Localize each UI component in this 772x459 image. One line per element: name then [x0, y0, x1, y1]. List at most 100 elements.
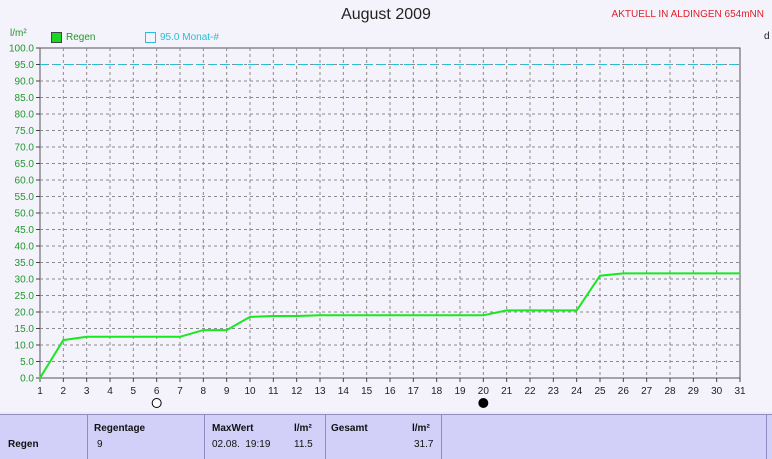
y-tick-label: 65.0: [15, 159, 35, 170]
y-tick-label: 25.0: [15, 291, 35, 302]
y-tick-label: 15.0: [15, 324, 35, 335]
x-tick-label: 30: [711, 386, 723, 397]
x-tick-label: 6: [154, 386, 160, 397]
row-label-cell: Regen: [0, 415, 88, 459]
y-tick-label: 50.0: [15, 209, 35, 220]
y-tick-label: 90.0: [15, 77, 35, 88]
x-tick-label: 9: [224, 386, 230, 397]
legend-regen-swatch: [51, 32, 62, 43]
data-point: [132, 335, 135, 338]
x-tick-label: 27: [641, 386, 653, 397]
maxwert-value: 11.5: [294, 439, 313, 450]
data-point: [669, 272, 671, 275]
y-axis-unit: l/m²: [10, 28, 27, 39]
data-point: [62, 339, 65, 341]
y-tick-label: 60.0: [15, 176, 35, 187]
gesamt-value: 31.7: [414, 439, 434, 450]
x-tick-label: 3: [84, 386, 90, 397]
data-point: [435, 314, 438, 317]
y-tick-label: 0.0: [20, 374, 34, 385]
data-point: [202, 329, 205, 331]
data-point: [39, 377, 41, 379]
x-tick-label: 24: [571, 386, 583, 397]
x-tick-label: 18: [431, 386, 443, 397]
data-point: [505, 309, 508, 312]
data-point: [272, 315, 275, 317]
y-tick-label: 45.0: [15, 225, 35, 236]
legend-reference-label: 95.0 Monat-#: [160, 32, 219, 43]
x-tick-label: 28: [664, 386, 676, 397]
new-moon-icon: [478, 398, 489, 408]
data-point: [552, 309, 555, 312]
data-point: [739, 272, 741, 275]
y-tick-label: 85.0: [15, 93, 35, 104]
data-point: [482, 314, 485, 317]
data-point: [459, 314, 461, 317]
regentage-value: 9: [97, 439, 103, 450]
legend-regen: Regen: [51, 32, 95, 43]
data-point: [575, 309, 578, 312]
maxwert-label: MaxWert: [212, 423, 254, 434]
full-moon-icon: [151, 398, 162, 408]
y-tick-label: 35.0: [15, 258, 35, 269]
data-point: [109, 335, 111, 338]
x-tick-label: 2: [61, 386, 67, 397]
legend-regen-label: Regen: [66, 32, 96, 43]
data-point: [389, 314, 391, 317]
right-axis-label: d: [764, 31, 770, 42]
y-tick-label: 10.0: [15, 341, 35, 352]
legend-reference-swatch: [145, 32, 156, 43]
summary-table: Regen Regentage 9 MaxWert l/m² 02.08. 19…: [0, 414, 772, 459]
x-tick-label: 14: [338, 386, 350, 397]
data-point: [225, 329, 228, 331]
chart-title: August 2009: [341, 6, 431, 23]
x-tick-label: 1: [37, 386, 43, 397]
data-point: [715, 272, 718, 275]
data-point: [155, 335, 158, 338]
y-tick-label: 5.0: [20, 357, 34, 368]
x-tick-label: 13: [314, 386, 326, 397]
maxwert-date: 02.08. 19:19: [212, 439, 271, 450]
data-point: [599, 274, 601, 277]
x-tick-label: 5: [131, 386, 137, 397]
chart-area: August 2009 AKTUELL IN ALDINGEN 654mNN l…: [8, 6, 770, 408]
x-tick-label: 21: [501, 386, 513, 397]
maxwert-cell: MaxWert l/m² 02.08. 19:19 11.5: [205, 415, 326, 459]
data-point: [412, 314, 415, 317]
x-tick-label: 25: [594, 386, 606, 397]
x-tick-label: 20: [478, 386, 490, 397]
x-tick-label: 4: [107, 386, 113, 397]
x-tick-label: 22: [524, 386, 536, 397]
y-tick-label: 20.0: [15, 308, 35, 319]
gesamt-label: Gesamt: [331, 423, 368, 434]
y-tick-label: 80.0: [15, 110, 35, 121]
data-point: [319, 314, 321, 317]
y-tick-label: 75.0: [15, 126, 35, 137]
data-point: [622, 272, 625, 275]
x-tick-label: 31: [734, 386, 746, 397]
data-point: [692, 272, 695, 275]
x-tick-label: 26: [618, 386, 630, 397]
empty-cell: [442, 415, 767, 459]
x-tick-label: 7: [177, 386, 183, 397]
data-point: [295, 315, 298, 317]
data-point: [249, 316, 251, 318]
x-tick-label: 16: [384, 386, 396, 397]
x-tick-label: 29: [688, 386, 700, 397]
y-tick-label: 30.0: [15, 275, 35, 286]
maxwert-unit: l/m²: [294, 423, 312, 434]
x-tick-label: 10: [244, 386, 256, 397]
data-point: [85, 335, 88, 338]
data-point: [365, 314, 368, 317]
x-tick-label: 17: [408, 386, 420, 397]
y-tick-label: 55.0: [15, 192, 35, 203]
rain-chart: 1 2 3 4 5 6 7 8 9 10 11 12 13 14 15 16 17 18 19 20 21 22 23 24 2…: [9, 44, 746, 408]
y-tick-label: 70.0: [15, 143, 35, 154]
x-tick-label: 12: [291, 386, 303, 397]
legend-reference: 95.0 Monat-#: [145, 32, 219, 43]
row-label: Regen: [8, 439, 39, 450]
gesamt-cell: Gesamt l/m² 31.7: [326, 415, 442, 459]
x-tick-label: 8: [201, 386, 207, 397]
gesamt-unit: l/m²: [412, 423, 430, 434]
y-tick-label: 95.0: [15, 60, 35, 71]
